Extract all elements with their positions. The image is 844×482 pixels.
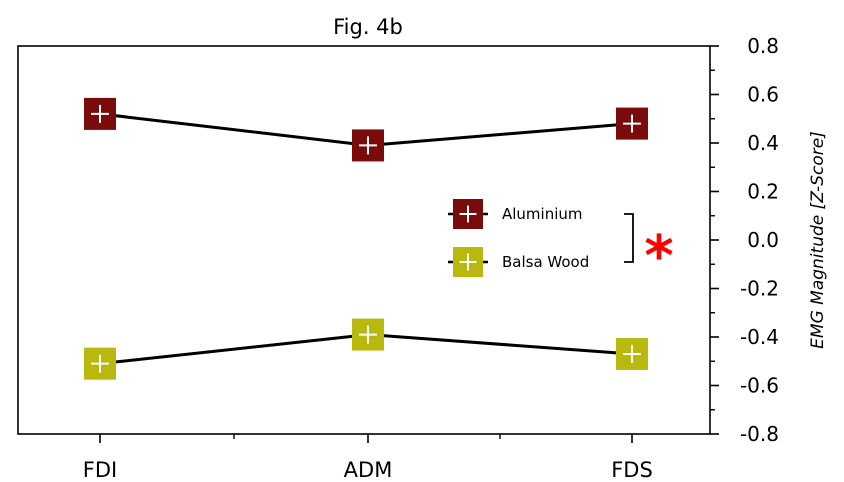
legend-item: Aluminium — [448, 199, 583, 229]
data-point — [453, 199, 483, 229]
y-tick-label: 0.2 — [747, 180, 779, 204]
y-tick-label: -0.8 — [740, 422, 779, 446]
legend: Aluminium Balsa Wood * — [448, 199, 674, 289]
x-tick-label: FDI — [83, 458, 117, 482]
y-tick-label: 0.6 — [747, 83, 779, 107]
data-point — [616, 107, 648, 140]
data-point — [616, 337, 648, 370]
y-tick-label: -0.6 — [740, 374, 779, 398]
plot-area-frame — [17, 45, 711, 435]
x-axis: FDI ADM FDS — [83, 434, 653, 482]
significance-bracket — [624, 213, 634, 263]
x-tick-label: FDS — [611, 458, 653, 482]
legend-label: Balsa Wood — [502, 253, 589, 271]
data-point — [84, 347, 116, 380]
y-axis-label: EMG Magnitude [Z-Score] — [808, 131, 828, 349]
y-tick-label: -0.4 — [740, 325, 779, 349]
chart-title: Fig. 4b — [333, 15, 403, 39]
significance-asterisk: * — [644, 224, 673, 289]
data-point — [352, 318, 384, 351]
x-tick-label: ADM — [344, 458, 393, 482]
y-tick-label: 0.4 — [747, 131, 779, 155]
data-point — [84, 97, 116, 130]
y-tick-label: -0.2 — [740, 277, 779, 301]
y-tick-label: 0.8 — [747, 34, 779, 58]
y-tick-label: 0.0 — [747, 228, 779, 252]
legend-item: Balsa Wood — [448, 247, 589, 277]
series-layer — [84, 97, 648, 380]
data-point — [352, 129, 384, 162]
y-axis: 0.8 0.6 0.4 0.2 0.0 -0.2 -0.4 -0.6 -0.8 — [710, 34, 779, 446]
legend-label: Aluminium — [502, 205, 583, 223]
data-point — [453, 247, 483, 277]
